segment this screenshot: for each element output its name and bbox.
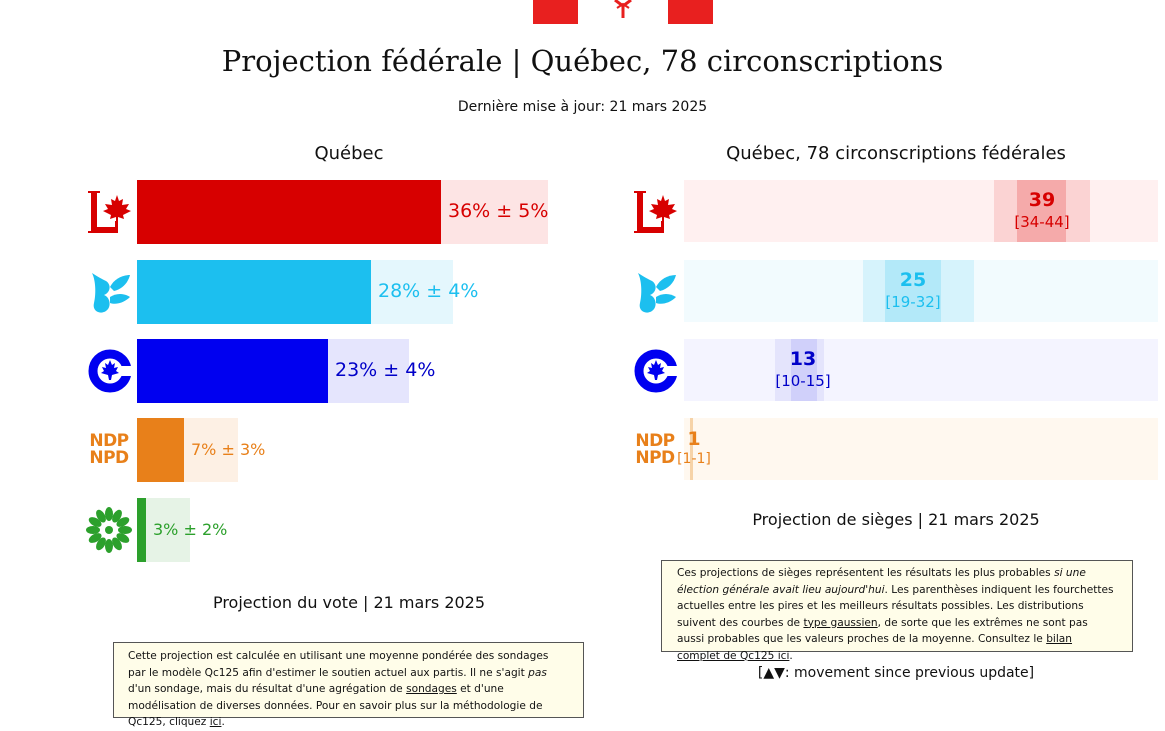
vote-methodology-note: Cette projection est calculée en utilisa… xyxy=(113,642,584,728)
note-text: et d'une modélisation de diverses donnée… xyxy=(128,683,543,728)
note-text: . xyxy=(221,716,225,728)
conservative-vote-label: 23% ± 4% xyxy=(335,359,436,381)
ndp-seat-core-band xyxy=(690,418,693,480)
bloc-vote-fill xyxy=(137,260,371,324)
bloc-seat-range: [19-32] xyxy=(885,293,941,311)
conservative-seat-count: 13 xyxy=(789,348,817,370)
maple-leaf-icon xyxy=(614,0,632,18)
conservative-vote-bar xyxy=(137,339,409,403)
note-emphasis: si une élection générale avait lieu aujo… xyxy=(677,567,1086,596)
ndp-logo-text-fr: NPD xyxy=(89,448,129,468)
vote-caption: Projection du vote | 21 mars 2025 xyxy=(212,593,486,612)
conservative-seat-core-band xyxy=(791,339,817,401)
conservative-seat-track xyxy=(684,339,1158,401)
bloc-seat-core-band xyxy=(885,260,941,322)
ndp-seat-count: 1 xyxy=(687,428,701,450)
conservative-logo-icon xyxy=(84,339,134,403)
page-title: Projection fédérale | Québec, 78 circons… xyxy=(221,44,944,78)
seat-caption: Projection de sièges | 21 mars 2025 xyxy=(752,510,1040,529)
ndp-seat-track xyxy=(684,418,1158,480)
ndp-logo-text-fr: NPD xyxy=(635,448,675,468)
bloc-vote-bar xyxy=(137,260,453,324)
conservative-vote-fill xyxy=(137,339,328,403)
movement-legend: [▲▼: movement since previous update] xyxy=(757,665,1035,681)
conservative-logo-icon xyxy=(630,339,680,403)
liberal-seat-core-band xyxy=(1017,180,1066,242)
ndp-logo-text-en: NDP xyxy=(635,431,675,451)
liberal-seat-range: [34-44] xyxy=(1014,213,1070,231)
green-vote-label: 3% ± 2% xyxy=(153,520,228,539)
conservative-seat-range: [10-15] xyxy=(775,372,831,390)
last-updated: Dernière mise à jour: 21 mars 2025 xyxy=(457,99,708,115)
vote-panel-title: Québec xyxy=(314,143,384,164)
liberal-seat-count: 39 xyxy=(1028,189,1056,211)
green-logo-icon xyxy=(84,498,134,562)
bloc-seat-track xyxy=(684,260,1158,322)
bloc-logo-icon xyxy=(630,260,680,324)
gaussian-link[interactable]: type gaussien xyxy=(803,616,878,629)
liberal-vote-fill xyxy=(137,180,441,244)
full-report-link[interactable]: bilan complet de Qc125 ici xyxy=(677,633,1073,662)
green-vote-bar xyxy=(137,498,190,562)
note-emphasis: pas xyxy=(528,666,547,679)
bloc-seat-count: 25 xyxy=(899,269,927,291)
ndp-logo-icon: NDP NPD xyxy=(84,418,134,482)
liberal-logo-icon xyxy=(630,180,680,244)
note-text: Cette projection est calculée en utilisa… xyxy=(128,650,549,679)
ndp-logo-text-en: NDP xyxy=(89,431,129,451)
note-text: . Les parenthèses indiquent les fourchet… xyxy=(677,583,1114,629)
liberal-seat-track xyxy=(684,180,1158,242)
bloc-logo-icon xyxy=(84,260,134,324)
ndp-vote-fill xyxy=(137,418,184,482)
ndp-vote-bar xyxy=(137,418,238,482)
note-text: d'un sondage, mais du résultat d'une agr… xyxy=(128,683,407,695)
polls-link[interactable]: sondages xyxy=(406,683,457,695)
green-vote-fill xyxy=(137,498,146,562)
seat-panel-title: Québec, 78 circonscriptions fédérales xyxy=(726,143,1066,164)
liberal-vote-label: 36% ± 5% xyxy=(448,200,549,222)
note-text: Ces projections de sièges représentent l… xyxy=(677,567,1055,579)
methodology-link[interactable]: ici xyxy=(209,716,222,728)
ndp-logo-icon: NDP NPD xyxy=(630,418,680,482)
bloc-vote-label: 28% ± 4% xyxy=(378,280,479,302)
ndp-seat-range: [1-1] xyxy=(677,451,711,467)
note-text: . xyxy=(789,649,793,662)
flag-left-band xyxy=(533,0,578,24)
liberal-vote-bar xyxy=(137,180,548,244)
ndp-vote-label: 7% ± 3% xyxy=(191,440,266,459)
flag-right-band xyxy=(668,0,713,24)
liberal-logo-icon xyxy=(84,180,134,244)
seat-methodology-note: Ces projections de sièges représentent l… xyxy=(661,560,1133,662)
note-text: , de sorte que les extrêmes ne sont pas … xyxy=(677,616,1088,646)
